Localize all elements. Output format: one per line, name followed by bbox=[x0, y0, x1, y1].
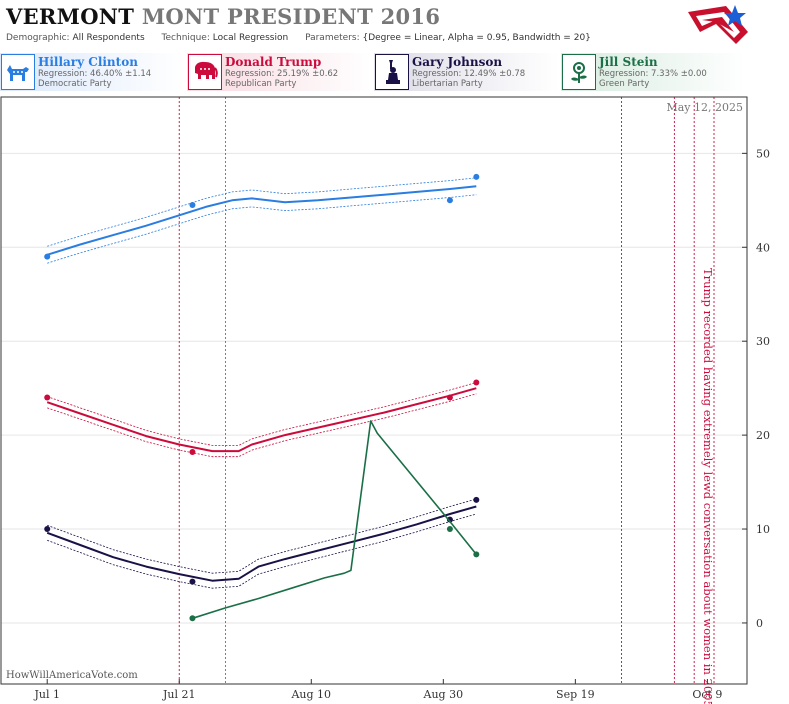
parameters-value: {Degree = Linear, Alpha = 0.95, Bandwidt… bbox=[362, 33, 591, 43]
poll-point bbox=[189, 615, 196, 622]
candidate-name: Hillary Clinton bbox=[38, 55, 138, 69]
technique-value: Local Regression bbox=[212, 33, 289, 43]
series-jill-stein bbox=[189, 420, 480, 622]
candidate-party: Libertarian Party bbox=[412, 79, 483, 89]
poll-point bbox=[473, 379, 480, 386]
candidate-party: Democratic Party bbox=[38, 79, 112, 89]
date-label: May 12, 2025 bbox=[666, 101, 743, 114]
technique-label: Technique: bbox=[161, 33, 210, 43]
y-tick-label: 0 bbox=[756, 617, 763, 630]
y-tick-label: 10 bbox=[756, 523, 770, 536]
poll-chart: 0 10 20 30 40 50 Jul 1 Jul 21 Aug 10 Aug 30 Sep 1… bbox=[0, 96, 770, 704]
poll-point bbox=[44, 394, 51, 401]
poll-point bbox=[44, 253, 51, 260]
series-donald-trump bbox=[44, 379, 480, 458]
confidence-band-lower bbox=[47, 194, 477, 264]
regression-line bbox=[46, 185, 477, 256]
demographic-label: Demographic: bbox=[6, 33, 70, 43]
y-tick-label: 50 bbox=[756, 147, 770, 160]
poll-point bbox=[189, 202, 196, 209]
poll-point bbox=[446, 197, 453, 204]
x-tick-label: Aug 30 bbox=[423, 688, 464, 701]
elephant-icon bbox=[188, 54, 222, 90]
site-logo-icon[interactable] bbox=[686, 2, 752, 48]
poll-point bbox=[189, 578, 196, 585]
y-tick-label: 20 bbox=[756, 429, 770, 442]
poll-point bbox=[446, 516, 453, 523]
title-state: VERMONT bbox=[6, 4, 135, 29]
title-race: MONT PRESIDENT 2016 bbox=[141, 4, 441, 29]
candidate-regression: Regression: 12.49% ±0.78 bbox=[412, 69, 526, 79]
header: VERMONT MONT PRESIDENT 2016 Demographic:… bbox=[0, 0, 789, 50]
x-tick-label: Sep 19 bbox=[556, 688, 595, 701]
demographic-value: All Respondents bbox=[72, 33, 145, 43]
candidate-name: Jill Stein bbox=[599, 55, 658, 69]
x-tick-label: Jul 21 bbox=[162, 688, 196, 701]
event-lines bbox=[178, 97, 715, 684]
confidence-band-lower bbox=[47, 513, 477, 589]
x-axis: Jul 1 Jul 21 Aug 10 Aug 30 Sep 19 Oct 9 bbox=[33, 679, 722, 701]
x-tick-label: Aug 10 bbox=[290, 688, 331, 701]
candidate-name: Donald Trump bbox=[225, 55, 322, 69]
series-gary-johnson bbox=[44, 496, 480, 589]
event-annotation: Trump recorded having extremely lewd con… bbox=[701, 268, 715, 704]
series-hillary-clinton bbox=[44, 173, 480, 264]
poll-point bbox=[446, 394, 453, 401]
candidate-party: Green Party bbox=[599, 79, 650, 89]
candidate-regression: Regression: 46.40% ±1.14 bbox=[38, 69, 152, 79]
watermark: HowWillAmericaVote.com bbox=[6, 670, 138, 681]
grid bbox=[1, 152, 747, 624]
poll-point bbox=[189, 449, 196, 456]
plot-frame bbox=[0, 96, 748, 685]
parameters-label: Parameters: bbox=[305, 33, 360, 43]
candidate-card-trump[interactable]: Donald Trump Regression: 25.19% ±0.62 Re… bbox=[187, 53, 372, 91]
candidate-card-clinton[interactable]: Hillary Clinton Regression: 46.40% ±1.14… bbox=[0, 53, 185, 91]
y-tick-label: 40 bbox=[756, 241, 770, 254]
poll-point bbox=[473, 173, 480, 180]
y-axis: 0 10 20 30 40 50 bbox=[742, 147, 770, 630]
poll-point bbox=[473, 551, 480, 558]
poll-point bbox=[446, 526, 453, 533]
confidence-band-lower bbox=[47, 393, 477, 458]
candidate-card-stein[interactable]: Jill Stein Regression: 7.33% ±0.00 Green… bbox=[561, 53, 746, 91]
poll-point bbox=[473, 496, 480, 503]
liberty-statue-icon bbox=[375, 54, 409, 90]
regression-line bbox=[46, 387, 477, 453]
flower-icon bbox=[562, 54, 596, 90]
page-title: VERMONT MONT PRESIDENT 2016 bbox=[6, 4, 440, 29]
regression-line bbox=[192, 420, 477, 620]
candidate-card-johnson[interactable]: Gary Johnson Regression: 12.49% ±0.78 Li… bbox=[374, 53, 559, 91]
poll-point bbox=[44, 526, 51, 533]
confidence-band-upper bbox=[47, 382, 477, 446]
candidate-legend: Hillary Clinton Regression: 46.40% ±1.14… bbox=[0, 53, 789, 93]
y-tick-label: 30 bbox=[756, 335, 770, 348]
confidence-band-upper bbox=[47, 498, 477, 574]
candidate-party: Republican Party bbox=[225, 79, 297, 89]
candidate-regression: Regression: 7.33% ±0.00 bbox=[599, 69, 707, 79]
series-layer bbox=[44, 173, 480, 622]
x-tick-label: Jul 1 bbox=[33, 688, 60, 701]
regression-line bbox=[46, 505, 477, 582]
donkey-icon bbox=[1, 54, 35, 90]
candidate-regression: Regression: 25.19% ±0.62 bbox=[225, 69, 339, 79]
parameters-line: Demographic: All Respondents Technique: … bbox=[6, 33, 605, 43]
candidate-name: Gary Johnson bbox=[412, 55, 503, 69]
x-tick-label: Oct 9 bbox=[692, 688, 722, 701]
